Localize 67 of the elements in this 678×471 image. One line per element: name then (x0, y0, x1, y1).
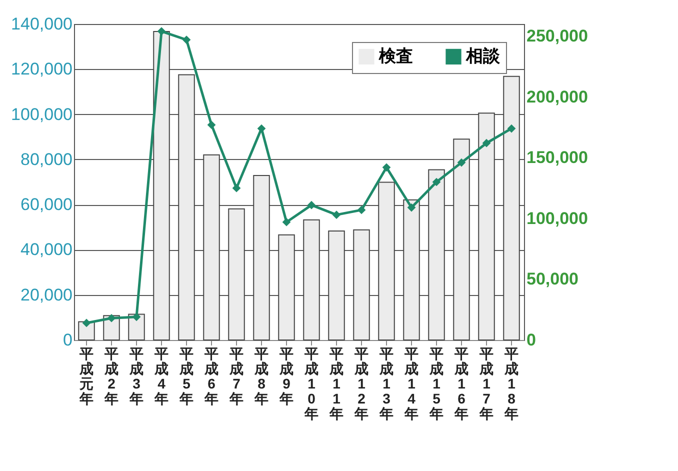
legend-label: 相談 (465, 46, 501, 66)
y-tick-label: 60,000 (20, 195, 72, 214)
point (357, 206, 366, 214)
point (482, 138, 491, 148)
point (407, 203, 416, 212)
y2-tick-label: 0 (526, 330, 536, 350)
x-tick-label: 平成16年 (454, 346, 468, 422)
x-tick-label: 平成12年 (354, 346, 368, 422)
x-tick-label: 平成10年 (304, 346, 318, 422)
bar (228, 208, 245, 340)
y2-tick-label: 100,000 (526, 208, 588, 228)
y-tick-label: 0 (63, 330, 72, 350)
bar (178, 74, 195, 340)
x-tick-label: 平成3年 (128, 346, 144, 406)
point (157, 27, 166, 36)
x-tick-label: 平成元年 (78, 346, 94, 406)
y-tick-label: 100,000 (11, 104, 72, 124)
point (82, 318, 91, 328)
point (307, 200, 316, 210)
y-tick-label: 20,000 (20, 285, 72, 304)
point (257, 124, 266, 133)
point (432, 178, 441, 186)
point (457, 158, 466, 167)
x-tick-label: 平成7年 (228, 346, 244, 406)
point (107, 314, 116, 322)
y2-tick-label: 250,000 (526, 26, 588, 46)
y2-tick-label: 50,000 (526, 270, 578, 289)
point (332, 210, 341, 219)
x-tick-label: 平成17年 (478, 346, 494, 422)
bar (428, 169, 445, 340)
bar (303, 219, 320, 340)
y2-tick-label: 200,000 (526, 87, 588, 106)
bar (278, 234, 295, 340)
point (132, 312, 141, 322)
bar (353, 229, 370, 340)
y-tick-label: 140,000 (11, 14, 72, 34)
bar (503, 76, 520, 340)
x-tick-label: 平成5年 (178, 346, 194, 406)
x-tick-label: 平成4年 (154, 346, 168, 406)
x-tick-label: 平成15年 (428, 346, 444, 422)
point (182, 36, 191, 44)
x-tick-label: 平成18年 (504, 346, 518, 422)
point (282, 218, 291, 226)
bar (478, 112, 495, 340)
point (207, 120, 216, 130)
x-tick-label: 平成8年 (254, 346, 268, 406)
bar (253, 174, 270, 340)
y-tick-label: 120,000 (11, 60, 72, 79)
bar (453, 138, 470, 340)
x-tick-label: 平成6年 (204, 346, 218, 406)
point (382, 163, 391, 172)
y2-tick-label: 150,000 (526, 148, 588, 168)
y-tick-label: 40,000 (20, 240, 72, 260)
legend-label: 検査 (378, 46, 413, 66)
bar (403, 199, 420, 340)
bar (153, 30, 170, 340)
bar (328, 230, 345, 340)
point (507, 124, 516, 133)
bar (378, 182, 395, 340)
x-tick-label: 平成13年 (378, 346, 394, 422)
x-tick-label: 平成11年 (328, 346, 344, 422)
x-tick-label: 平成2年 (104, 346, 118, 406)
point (232, 184, 241, 192)
bar (203, 154, 220, 340)
y-tick-label: 80,000 (20, 150, 72, 169)
x-tick-label: 平成14年 (404, 346, 418, 422)
x-tick-label: 平成9年 (278, 346, 294, 406)
